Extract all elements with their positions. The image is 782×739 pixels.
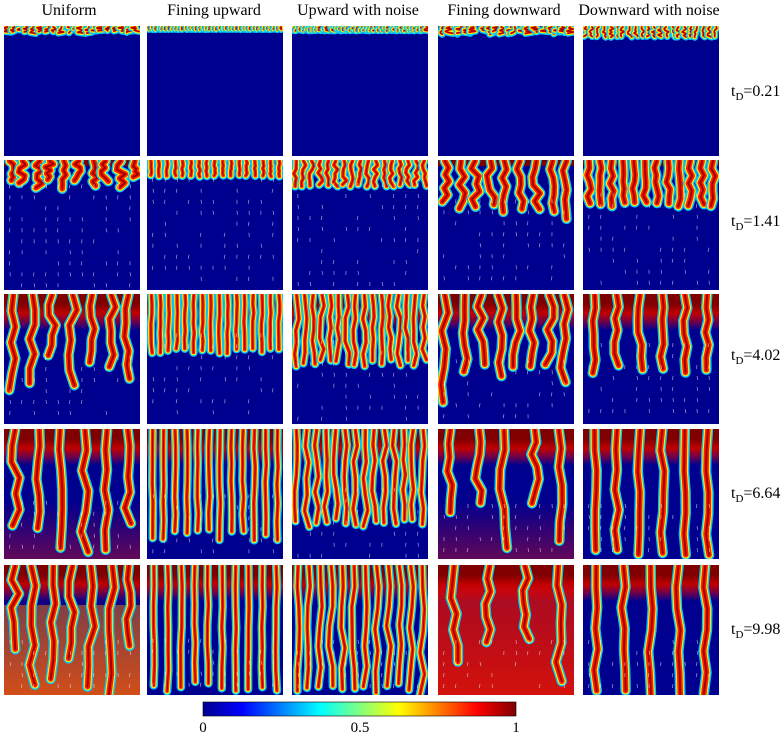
panel-4-4 <box>438 429 574 559</box>
panel-2-3 <box>292 160 428 290</box>
panel-1-5 <box>583 26 719 156</box>
panel-5-5 <box>583 565 719 695</box>
panel-1-3 <box>292 26 428 156</box>
panel-2-2 <box>147 160 283 290</box>
column-heading-downward-with-noise: Downward with noise <box>578 2 720 19</box>
panel-5-3 <box>292 565 428 695</box>
panel-2-5 <box>583 160 719 290</box>
panel-1-4 <box>438 26 574 156</box>
panel-3-3 <box>292 294 428 424</box>
column-heading-upward-with-noise: Upward with noise <box>297 2 419 19</box>
panel-5-4 <box>438 565 574 695</box>
panel-2-4 <box>438 160 574 290</box>
panel-3-1 <box>4 294 140 424</box>
column-heading-uniform: Uniform <box>41 2 97 19</box>
time-label-row-5: tD=9.98 <box>731 621 781 642</box>
colorbar-tick-label-min: 0 <box>199 720 207 736</box>
panel-3-4 <box>438 294 574 424</box>
panel-4-1 <box>4 429 140 559</box>
panel-4-2 <box>147 429 283 559</box>
time-label-row-3: tD=4.02 <box>731 347 781 368</box>
panel-5-2 <box>147 565 283 695</box>
column-heading-fining-downward: Fining downward <box>447 2 561 19</box>
panel-5-1 <box>4 565 140 695</box>
panel-2-1 <box>4 160 140 290</box>
panel-4-3 <box>292 429 428 559</box>
column-heading-fining-upward: Fining upward <box>167 2 261 19</box>
time-label-row-1: tD=0.21 <box>731 83 781 104</box>
panel-1-1 <box>4 26 140 156</box>
time-label-row-2: tD=1.41 <box>731 213 781 234</box>
panel-3-2 <box>147 294 283 424</box>
panel-4-5 <box>583 429 719 559</box>
colorbar-tick-label-mid: 0.5 <box>350 720 370 736</box>
colorbar-tick-label-max: 1 <box>512 720 520 736</box>
time-label-row-4: tD=6.64 <box>731 485 781 506</box>
panel-3-5 <box>583 294 719 424</box>
panel-1-2 <box>147 26 283 156</box>
panel-grid <box>4 26 719 695</box>
colorbar <box>202 701 517 717</box>
